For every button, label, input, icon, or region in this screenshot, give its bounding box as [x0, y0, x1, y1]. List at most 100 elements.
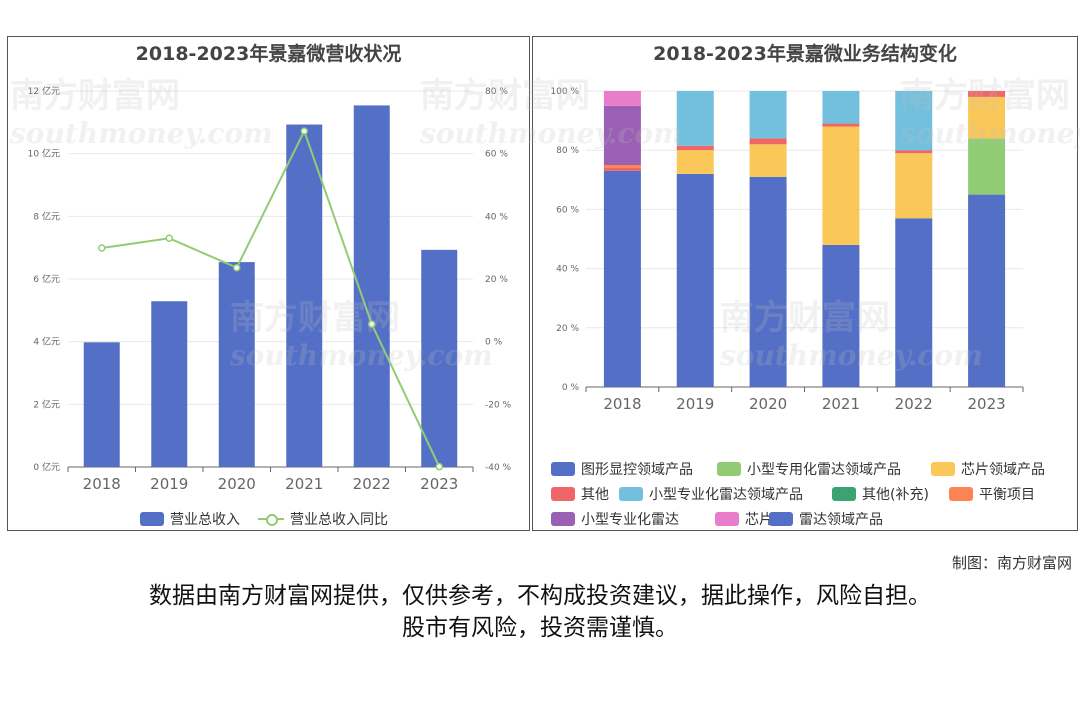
legend-item-other[interactable]: 其他	[551, 484, 609, 504]
legend-item-radar-products[interactable]: 雷达领域产品	[769, 509, 883, 529]
business-structure-chart-title: 2018-2023年景嘉微业务结构变化	[653, 43, 957, 65]
legend-swatch	[717, 462, 741, 476]
stacked-bar-segment	[822, 123, 860, 127]
disclaimer: 数据由南方财富网提供，仅供参考，不构成投资建议，据此操作，风险自担。 股市有风险…	[0, 580, 1080, 644]
legend-item-other-supplement[interactable]: 其他(补充)	[832, 484, 929, 504]
legend-swatch	[832, 487, 856, 501]
revenue-bar	[353, 105, 390, 467]
x-tick-label: 2022	[353, 475, 391, 493]
stacked-bar-segment	[749, 138, 787, 145]
stacked-bar-segment	[749, 144, 787, 177]
legend-swatch	[769, 512, 793, 526]
revenue-bar	[286, 124, 323, 467]
stacked-bar-segment	[968, 91, 1006, 97]
yoy-point	[233, 263, 241, 272]
legend-label: 其他	[581, 487, 609, 503]
stacked-bar-segment	[895, 91, 933, 151]
chart-credit: 制图：南方财富网	[951, 554, 1072, 572]
stacked-bar-segment	[603, 170, 641, 387]
y-left-tick-label: 0 亿元	[33, 461, 60, 473]
legend-label: 小型专业化雷达领域产品	[649, 487, 803, 503]
x-tick-label: 2021	[822, 395, 860, 413]
legend-item-small-professional-radar[interactable]: 小型专业化雷达	[551, 509, 679, 529]
legend-item-balance[interactable]: 平衡项目	[949, 484, 1035, 504]
y-tick-label: 20 %	[556, 324, 579, 334]
x-tick-label: 2020	[218, 475, 256, 493]
stacked-bar-segment	[968, 194, 1006, 387]
y-left-tick-label: 8 亿元	[33, 210, 60, 222]
legend-label: 其他(补充)	[862, 487, 929, 503]
y-left-tick-label: 10 亿元	[28, 148, 60, 160]
legend-swatch	[931, 462, 955, 476]
revenue-chart-panel: 2018-2023年景嘉微营收状况 0 亿元 2 亿元 4 亿元 6 亿元 8 亿元 10…	[7, 36, 530, 531]
legend-label: 小型专用化雷达领域产品	[747, 462, 901, 478]
legend-item-chip-products[interactable]: 芯片领域产品	[931, 459, 1045, 479]
legend-item-graphics-display[interactable]: 图形显控领域产品	[551, 459, 693, 479]
legend-swatch	[619, 487, 643, 501]
x-tick-label: 2021	[285, 475, 323, 493]
revenue-bar	[421, 249, 458, 467]
legend-swatch	[715, 512, 739, 526]
stacked-bar-segment	[895, 218, 933, 387]
y-right-tick-label: 0 %	[485, 338, 503, 348]
legend-swatch	[949, 487, 973, 501]
stacked-bar-segment	[676, 91, 714, 146]
stacked-bar-segment	[895, 153, 933, 219]
y-right-tick-label: 20 %	[485, 275, 508, 285]
y-left-tick-label: 2 亿元	[33, 398, 60, 410]
y-tick-label: 60 %	[556, 205, 579, 215]
yoy-line	[101, 128, 441, 468]
yoy-point	[300, 127, 308, 135]
business-structure-chart-svg: 0 % 20 % 40 % 60 % 80 % 100 % 2018 2019 2020 2021…	[550, 87, 1024, 413]
yoy-point	[435, 462, 443, 471]
legend-label: 芯片领域产品	[961, 462, 1045, 478]
legend-label: 小型专业化雷达	[581, 512, 679, 528]
y-left-tick-label: 4 亿元	[33, 336, 60, 348]
disclaimer-line-2: 股市有风险，投资需谨慎。	[402, 615, 678, 641]
legend-swatch	[551, 487, 575, 501]
y-right-tick-label: -40 %	[485, 463, 512, 473]
y-tick-label: 100 %	[550, 87, 579, 97]
yoy-point	[368, 320, 376, 328]
x-tick-label: 2018	[603, 395, 641, 413]
legend-label: 雷达领域产品	[799, 512, 883, 528]
stacked-bar-segment	[603, 91, 641, 106]
stacked-bar-segment	[895, 150, 933, 154]
stacked-bar-segment	[749, 176, 787, 387]
x-tick-label: 2019	[676, 395, 714, 413]
x-tick-label: 2023	[967, 395, 1005, 413]
legend-label: 营业总收入同比	[290, 512, 388, 528]
legend-item-revenue[interactable]: 营业总收入	[140, 509, 240, 529]
stacked-bar-segment	[603, 167, 641, 171]
stacked-bar-segment	[676, 145, 714, 151]
revenue-bar	[83, 342, 120, 467]
legend-item-chip[interactable]: 芯片	[715, 509, 773, 529]
x-tick-label: 2023	[420, 475, 458, 493]
legend-item-revenue-yoy[interactable]: 营业总收入同比	[258, 509, 388, 529]
x-tick-label: 2020	[749, 395, 787, 413]
legend-label: 营业总收入	[170, 512, 240, 528]
x-tick-label: 2019	[150, 475, 188, 493]
y-right-tick-label: 80 %	[485, 87, 508, 97]
stacked-bar-segment	[603, 165, 641, 168]
legend-item-small-professional-radar-products[interactable]: 小型专业化雷达领域产品	[619, 484, 803, 504]
legend-swatch	[551, 462, 575, 476]
stacked-bar-segment	[603, 105, 641, 165]
disclaimer-line-1: 数据由南方财富网提供，仅供参考，不构成投资建议，据此操作，风险自担。	[149, 583, 931, 609]
stacked-bar-segment	[822, 126, 860, 245]
y-tick-label: 40 %	[556, 265, 579, 275]
revenue-bar	[218, 262, 255, 467]
legend-item-small-dedicated-radar[interactable]: 小型专用化雷达领域产品	[717, 459, 901, 479]
business-structure-chart-panel: 2018-2023年景嘉微业务结构变化 0 % 20 % 40 % 60 % 80 % 1…	[532, 36, 1078, 531]
revenue-bar	[151, 301, 188, 467]
y-right-tick-label: 60 %	[485, 150, 508, 160]
y-tick-label: 0 %	[562, 383, 580, 393]
stacked-bar-segment	[968, 96, 1006, 139]
legend-swatch-line	[258, 512, 284, 526]
y-left-tick-label: 6 亿元	[33, 273, 60, 285]
legend-label: 平衡项目	[979, 487, 1035, 503]
yoy-point	[98, 244, 106, 252]
yoy-point	[165, 234, 173, 243]
x-tick-label: 2022	[895, 395, 933, 413]
y-tick-label: 80 %	[556, 146, 579, 156]
